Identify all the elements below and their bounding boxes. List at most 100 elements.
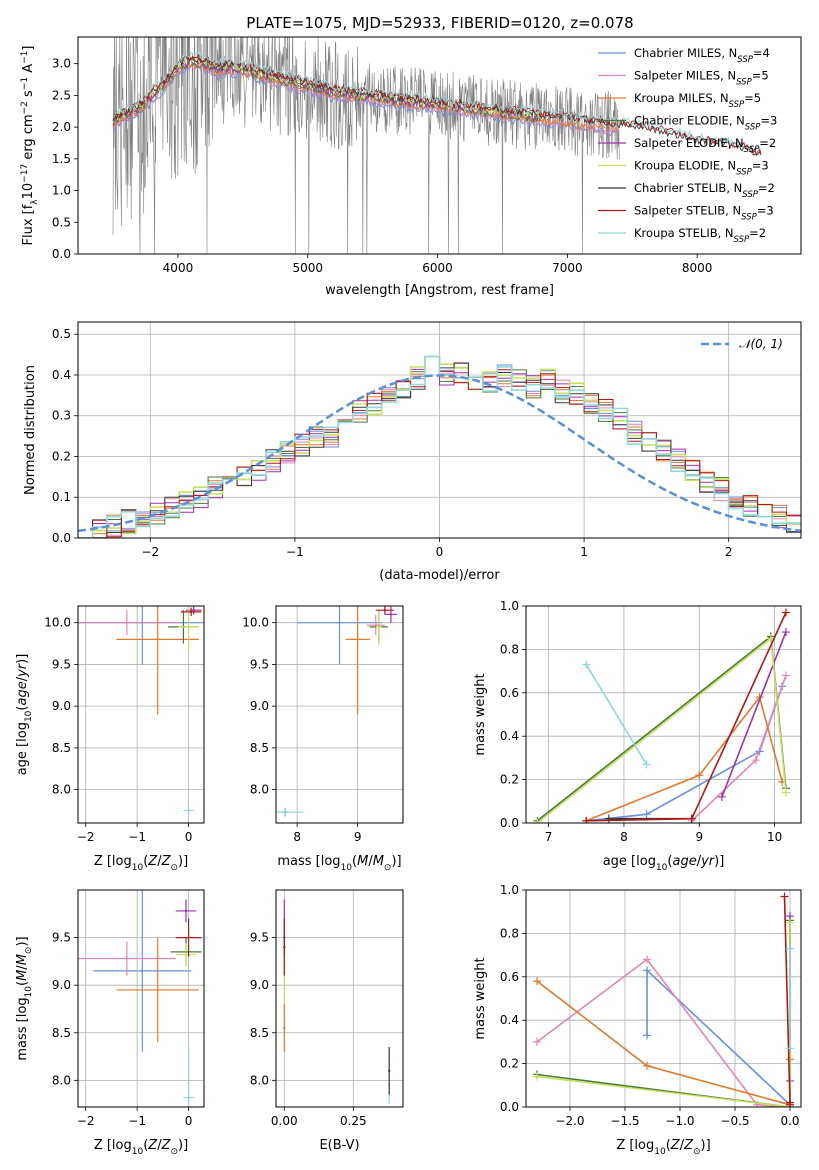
plus-marker <box>751 756 760 765</box>
label-part: / <box>15 965 30 970</box>
tick-label-y: 9.0 <box>250 978 269 992</box>
label-part: )] <box>701 1138 711 1153</box>
tick-label-x: 7 <box>545 830 553 844</box>
label-part: ( <box>352 854 357 869</box>
label-part: Z <box>147 854 158 869</box>
label-part: M <box>357 854 368 869</box>
label-part: E(B-V) <box>319 1138 359 1153</box>
plus-marker <box>786 1100 794 1107</box>
series-line-salpeter-stelib <box>783 896 791 1105</box>
plot-area-mass_vs_ebv <box>283 899 391 1105</box>
x-axis-label: mass [log10(M/M⊙)] <box>277 854 401 873</box>
tick-label-y: 0.1 <box>52 490 71 504</box>
legend-entry: Chabrier ELODIE, NSSP=3 <box>634 114 777 133</box>
plus-marker <box>643 966 651 975</box>
panel-mass_vs_Z: −2 −1 08.08.59.09.5Z [log10(Z/Z⊙)]mass [lo… <box>15 889 205 1157</box>
label-part: −1 <box>20 51 30 64</box>
gaussian-reference-line <box>78 374 801 533</box>
series-line-salpeter-miles <box>536 958 791 1107</box>
panel-weight_vs_Z: −2.0 −1.5 −1.0 −0.5 0.0 0.0 0.2 0.4 0.6 0.8 1.0 Z [… <box>473 883 802 1157</box>
tick-label-y: 0.6 <box>500 686 519 700</box>
data-point <box>383 608 387 612</box>
legend-tail: =3 <box>757 204 774 218</box>
tick-label-x: 6000 <box>422 261 453 275</box>
legend-text: Kroupa ELODIE, N <box>634 159 736 173</box>
legend-entry: Kroupa STELIB, NSSP=2 <box>634 226 766 245</box>
data-point <box>187 809 190 812</box>
grid-mass_vs_ebv <box>276 890 403 1107</box>
label-part: Z <box>670 1138 681 1153</box>
tick-label-y: 1.0 <box>500 883 519 897</box>
tick-label-y: 8.0 <box>250 1073 269 1087</box>
tick-label-x: 9 <box>354 830 362 844</box>
tick-label-y: 9.0 <box>52 978 71 992</box>
axes-frame <box>525 605 802 824</box>
observed-spectrum-line <box>112 37 620 254</box>
label-part: 10 <box>21 183 36 200</box>
tick-label-x: 8 <box>293 830 301 844</box>
plus-marker <box>533 819 542 823</box>
label-part: mass [log <box>277 854 340 869</box>
y-axis-label: mass weight <box>473 957 488 1039</box>
series-line-salpeter-elodie <box>721 631 787 798</box>
label-part: ( <box>667 854 672 869</box>
label-part: ⊙ <box>170 1147 178 1157</box>
label-part: / <box>680 1138 685 1153</box>
panel-age_vs_Z: −2 −1 08.08.59.09.510.0Z [log10(Z/Z⊙)]age … <box>15 605 205 873</box>
data-point <box>141 969 144 973</box>
tick-label-x: 5000 <box>292 261 323 275</box>
plus-marker <box>786 944 794 953</box>
label-part: Z [log <box>616 1138 654 1153</box>
legend-sub: SSP <box>744 145 760 155</box>
plus-marker <box>786 918 794 927</box>
panel-spectrum: 4000 5000 6000 7000 8000 0.0 0.5 1.0 1.5 2.0 2.5 3.… <box>20 36 802 298</box>
legend-tail: =2 <box>759 136 776 150</box>
legend-sub: SSP <box>741 213 757 223</box>
y-axis-label: Flux [fλ10−17 erg cm−2 s−1 A−1] <box>20 46 40 246</box>
ticks-weight_vs_age: 7 8 9 10 0.0 0.2 0.4 0.6 0.8 1.0 <box>500 599 782 844</box>
label-part: M <box>15 970 30 981</box>
label-part: Flux [f <box>21 204 36 245</box>
tick-label-x: −1.0 <box>665 1114 694 1128</box>
plot-area-weight_vs_Z <box>533 892 794 1107</box>
tick-label-y: 9.0 <box>250 699 269 713</box>
label-part: age [log <box>15 722 30 775</box>
label-part: / <box>697 854 702 869</box>
label-part: 10 <box>24 710 34 722</box>
axes-frame <box>77 36 802 255</box>
legend-sub: SSP <box>736 168 752 178</box>
label-part: ( <box>666 1138 671 1153</box>
label-part: / <box>157 854 162 869</box>
plus-marker <box>781 608 790 617</box>
grid-age_vs_Z <box>78 606 204 823</box>
plus-marker <box>533 1072 541 1081</box>
y-axis-label: age [log10(age/yr)] <box>15 654 34 776</box>
label-part: 10 <box>132 863 144 873</box>
legend-entry: Chabrier STELIB, NSSP=2 <box>634 181 775 200</box>
tick-label-x: −0.5 <box>720 1114 749 1128</box>
axes-frame <box>77 321 802 539</box>
x-axis-label: wavelength [Angstrom, rest frame] <box>325 283 554 298</box>
legend-entry: Salpeter ELODIE, NSSP=2 <box>634 136 776 155</box>
tick-label-y: 0.2 <box>500 773 519 787</box>
tick-label-y: 8.5 <box>52 1026 71 1040</box>
plus-marker <box>582 660 591 669</box>
plus-marker <box>642 810 651 819</box>
tick-label-y: 8.0 <box>52 1073 71 1087</box>
legend-text: Kroupa STELIB, N <box>634 226 734 240</box>
tick-label-y: 9.5 <box>52 657 71 671</box>
tick-label-y: 8.0 <box>250 783 269 797</box>
data-point <box>356 638 359 641</box>
tick-label-x: 0 <box>185 830 193 844</box>
legend-sub: SSP <box>737 55 753 65</box>
label-part: age [log <box>603 854 656 869</box>
tick-label-y: 9.5 <box>250 931 269 945</box>
data-point <box>338 621 341 624</box>
tick-label-x: 0 <box>436 545 444 559</box>
legend-text: Salpeter ELODIE, N <box>634 136 744 150</box>
label-part: λ <box>30 199 40 205</box>
legend-text: Salpeter STELIB, N <box>634 204 741 218</box>
label-part: Z [log <box>94 1138 132 1153</box>
legend-sub: SSP <box>734 235 750 245</box>
plus-marker <box>781 671 790 680</box>
